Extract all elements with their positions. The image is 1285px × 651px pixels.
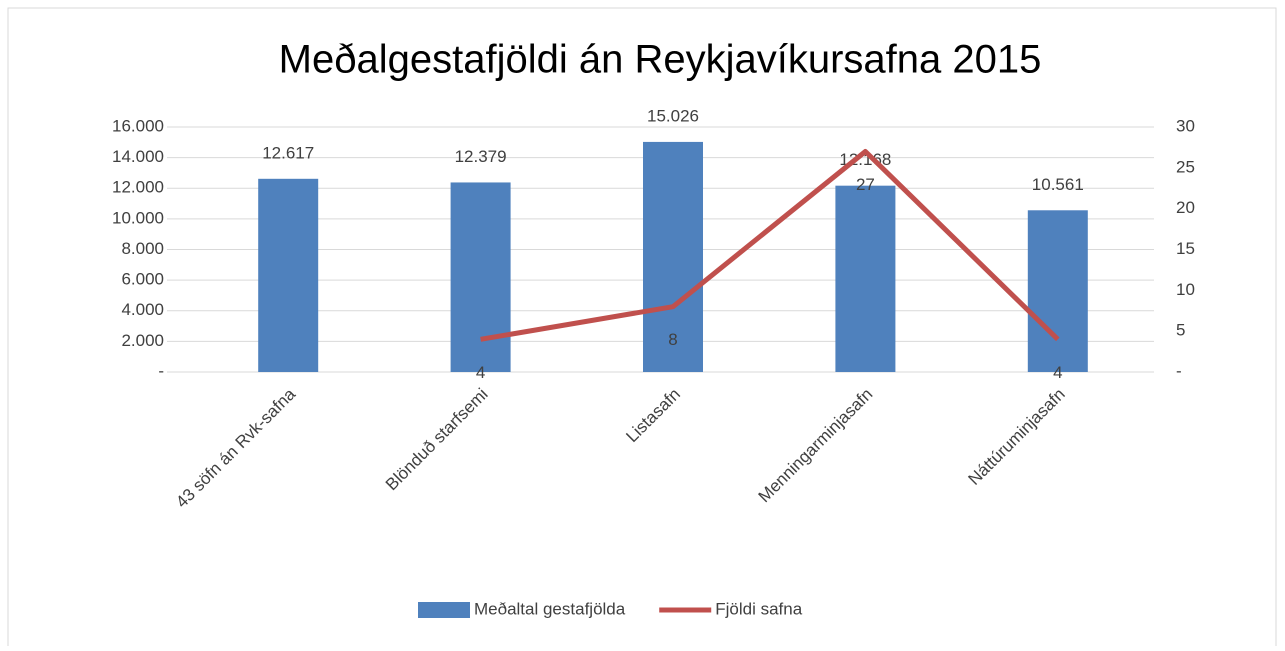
bar (258, 178, 319, 372)
y2-tick-label: 5 (1176, 321, 1185, 340)
y-tick-label: 4.000 (121, 300, 164, 319)
chart-title: Meðalgestafjöldi án Reykjavíkursafna 201… (279, 38, 1042, 82)
y-tick-label: 14.000 (112, 147, 164, 166)
y-tick-label: 16.000 (112, 116, 164, 135)
y-tick-label: 10.000 (112, 208, 164, 227)
y2-tick-label: 20 (1176, 198, 1195, 217)
legend-label: Meðaltal gestafjölda (474, 599, 626, 618)
y-tick-label: 12.000 (112, 178, 164, 197)
bar (450, 182, 511, 372)
bar-value-label: 10.561 (1032, 175, 1084, 194)
line-value-label: 27 (856, 175, 875, 194)
y-tick-label: 2.000 (121, 331, 164, 350)
bar-value-label: 12.617 (262, 143, 314, 162)
y-tick-label: 6.000 (121, 270, 164, 289)
y2-tick-label: - (1176, 361, 1182, 380)
bar (835, 185, 896, 372)
y2-tick-label: 25 (1176, 157, 1195, 176)
line-value-label: 4 (476, 363, 485, 382)
bar (643, 141, 703, 372)
line-value-label: 8 (668, 330, 677, 349)
y2-tick-label: 15 (1176, 239, 1195, 258)
legend-swatch (418, 602, 470, 618)
legend-label: Fjöldi safna (715, 599, 802, 618)
y2-tick-label: 10 (1176, 280, 1195, 299)
line (480, 149, 1060, 342)
y-tick-label: - (158, 361, 164, 380)
bar (1027, 210, 1088, 372)
bar-value-label: 15.026 (647, 106, 699, 125)
y-tick-label: 8.000 (121, 239, 164, 258)
bar-value-label: 12.379 (455, 147, 507, 166)
line-value-label: 4 (1053, 363, 1062, 382)
y2-tick-label: 30 (1176, 116, 1195, 135)
